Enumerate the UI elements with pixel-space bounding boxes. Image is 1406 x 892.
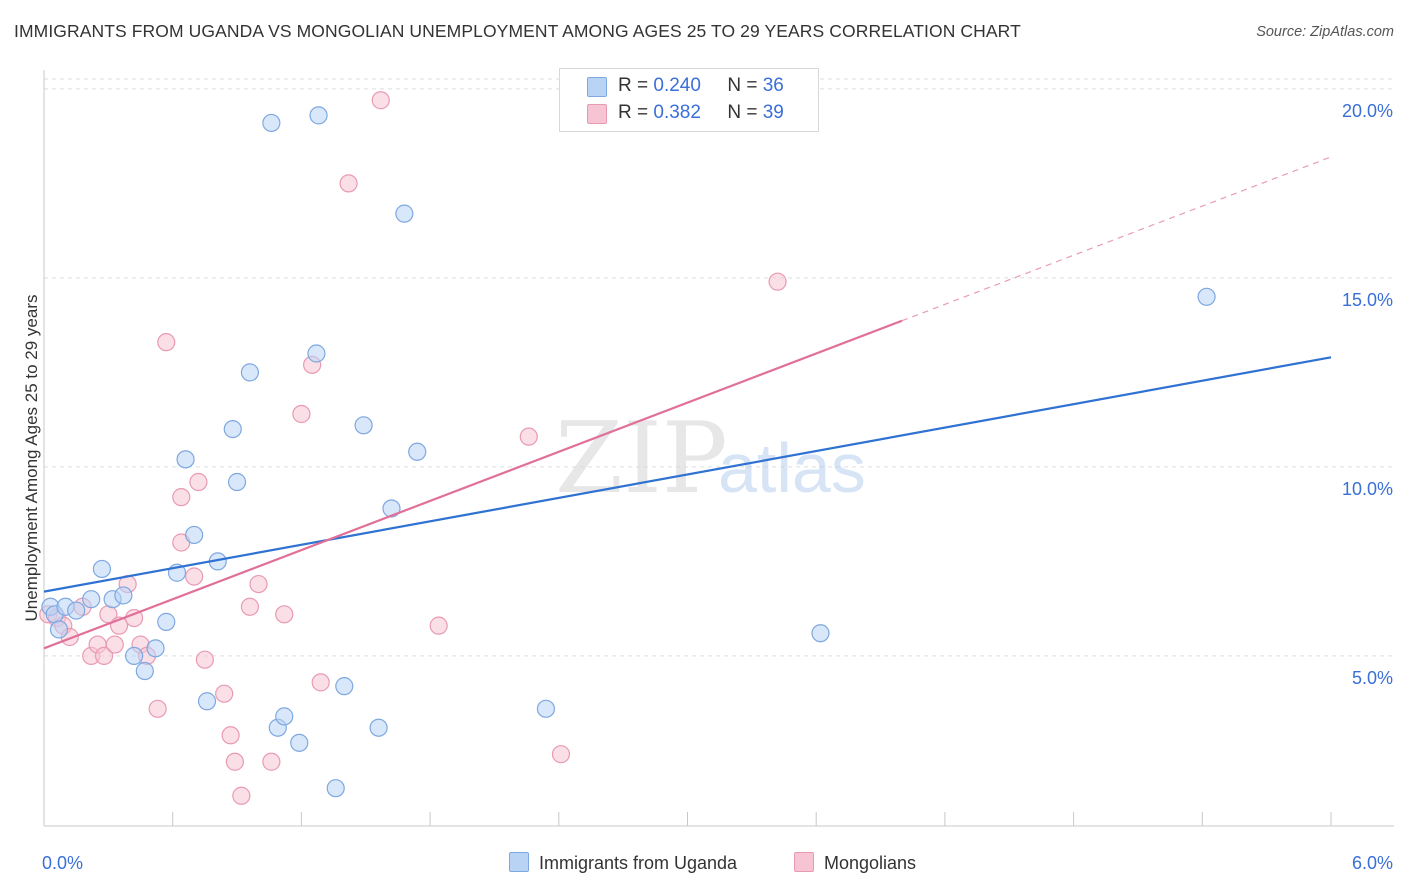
mongolians-legend-swatch bbox=[794, 852, 814, 872]
mongolians-point bbox=[172, 488, 191, 507]
uganda-point bbox=[262, 113, 281, 133]
uganda-point bbox=[1197, 287, 1216, 306]
y-tick-label: 20.0% bbox=[1342, 101, 1393, 121]
mongolians-point bbox=[157, 333, 176, 352]
mongolians-point bbox=[519, 427, 538, 446]
uganda-legend-swatch bbox=[509, 852, 529, 872]
uganda-point bbox=[290, 733, 309, 752]
mongolians-point bbox=[148, 699, 167, 718]
mongolians-point bbox=[429, 616, 448, 635]
uganda-point bbox=[157, 612, 176, 631]
watermark: ZIP atlas bbox=[555, 402, 866, 516]
uganda-point bbox=[185, 525, 204, 545]
y-tick-label: 10.0% bbox=[1342, 479, 1393, 499]
mongolians-point bbox=[551, 745, 571, 764]
uganda-point bbox=[395, 204, 414, 223]
uganda-point bbox=[135, 661, 154, 681]
mongolians-point bbox=[189, 472, 208, 492]
uganda-point bbox=[240, 363, 260, 382]
x-tick-label: 6.0% bbox=[1352, 853, 1393, 873]
uganda-point bbox=[114, 586, 133, 605]
source-credit: Source: ZipAtlas.com bbox=[1256, 24, 1394, 40]
tick-labels: 5.0% 10.0% 15.0% 20.0% 0.0% 6.0% bbox=[42, 101, 1393, 873]
uganda-point bbox=[326, 779, 345, 798]
uganda-point bbox=[67, 601, 86, 620]
mongolians-point bbox=[215, 684, 234, 703]
mongolians-point bbox=[275, 605, 294, 624]
axis-ticks bbox=[43, 812, 1332, 826]
mongolians-point bbox=[292, 404, 311, 424]
mongolians-point bbox=[371, 91, 390, 110]
mongolians-point bbox=[105, 635, 124, 654]
legend-item-mongolians: Mongolians bbox=[794, 852, 916, 874]
data-points bbox=[39, 91, 1216, 805]
uganda-legend-label: Immigrants from Uganda bbox=[539, 853, 738, 873]
uganda-point bbox=[382, 499, 401, 518]
legend-item-uganda: Immigrants from Uganda bbox=[509, 852, 737, 874]
mongolians-r-value: 0.382 bbox=[653, 102, 701, 123]
mongolians-point bbox=[311, 673, 330, 692]
mongolians-legend-label: Mongolians bbox=[824, 853, 917, 873]
uganda-point bbox=[275, 707, 294, 726]
uganda-point bbox=[92, 559, 112, 579]
uganda-point bbox=[124, 646, 144, 666]
mongolians-point bbox=[262, 752, 281, 771]
uganda-point bbox=[309, 106, 328, 125]
correlation-legend: R = 0.240 N = 36 R = 0.382 N = 39 bbox=[559, 68, 819, 132]
mongolians-n-label: N = bbox=[727, 102, 758, 123]
uganda-point bbox=[408, 442, 427, 461]
uganda-point bbox=[811, 624, 830, 643]
axes bbox=[43, 70, 1394, 827]
uganda-r-value: 0.240 bbox=[653, 75, 701, 96]
uganda-point bbox=[369, 718, 388, 737]
uganda-point bbox=[146, 639, 165, 658]
y-tick-label: 15.0% bbox=[1342, 290, 1393, 310]
uganda-point bbox=[223, 420, 242, 439]
uganda-point bbox=[197, 692, 217, 711]
mongolians-trend-line bbox=[43, 319, 903, 650]
mongolians-point bbox=[232, 786, 251, 805]
uganda-point bbox=[335, 677, 354, 696]
watermark-atlas: atlas bbox=[718, 429, 866, 507]
mongolians-point bbox=[221, 726, 240, 745]
uganda-point bbox=[227, 472, 247, 492]
y-tick-label: 5.0% bbox=[1352, 668, 1393, 688]
chart-title: IMMIGRANTS FROM UGANDA VS MONGOLIAN UNEM… bbox=[14, 21, 1021, 41]
mongolians-point bbox=[249, 574, 268, 594]
uganda-swatch bbox=[587, 77, 607, 97]
trend-lines bbox=[43, 156, 1332, 650]
uganda-point bbox=[354, 416, 373, 435]
uganda-point bbox=[536, 699, 556, 718]
uganda-trend-line bbox=[43, 356, 1332, 593]
mongolians-point bbox=[240, 597, 260, 616]
y-axis-label: Unemployment Among Ages 25 to 29 years bbox=[22, 295, 41, 622]
mongolians-point bbox=[339, 174, 358, 193]
uganda-point bbox=[307, 344, 326, 363]
mongolians-trend-line-extension bbox=[901, 156, 1332, 322]
uganda-n-value: 36 bbox=[762, 75, 784, 96]
mongolians-r-label: R = bbox=[618, 102, 649, 123]
uganda-point bbox=[176, 450, 195, 469]
mongolians-point bbox=[225, 752, 245, 771]
uganda-n-label: N = bbox=[727, 75, 758, 96]
mongolians-n-value: 39 bbox=[762, 102, 784, 123]
uganda-r-label: R = bbox=[618, 75, 649, 96]
mongolians-point bbox=[185, 567, 204, 586]
mongolians-point bbox=[195, 650, 214, 669]
mongolians-point bbox=[94, 646, 114, 666]
uganda-point bbox=[49, 620, 69, 639]
uganda-point bbox=[82, 590, 101, 609]
mongolians-swatch bbox=[587, 104, 607, 124]
x-tick-label: 0.0% bbox=[42, 853, 83, 873]
mongolians-point bbox=[768, 272, 787, 291]
